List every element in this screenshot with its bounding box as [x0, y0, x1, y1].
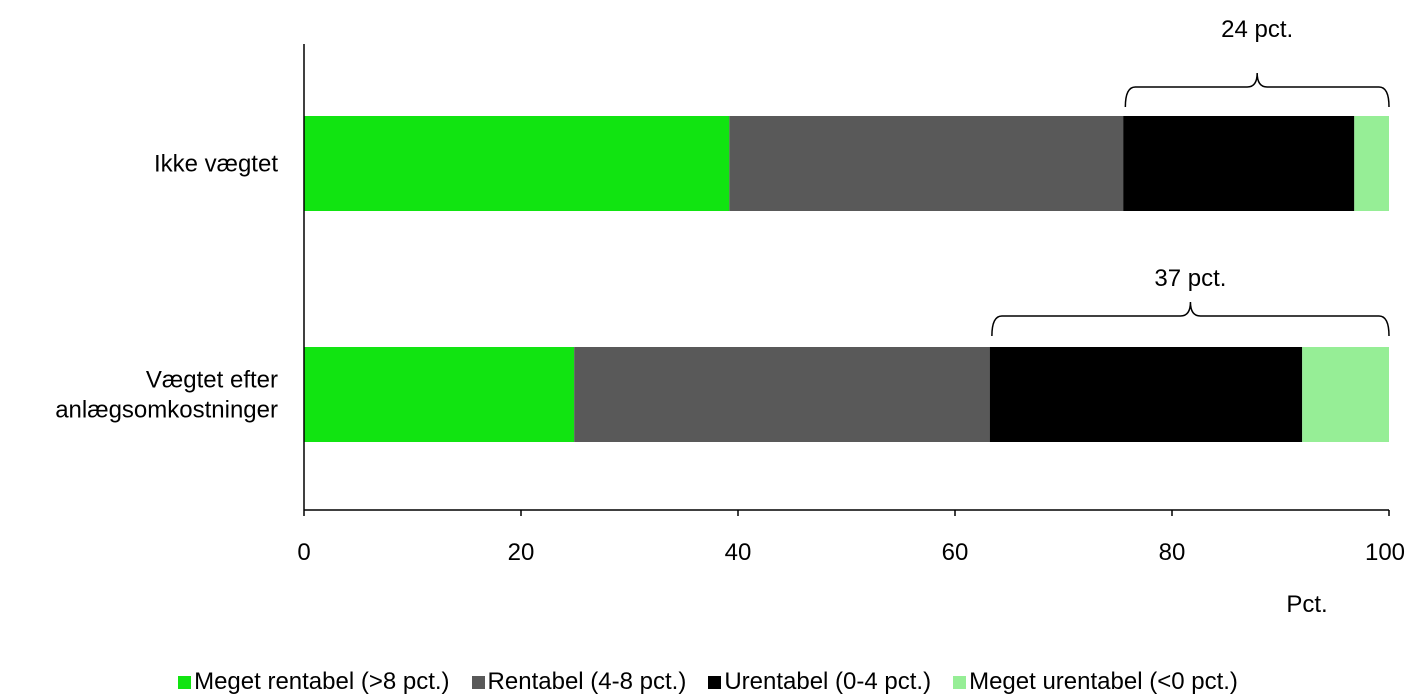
category-label-2: Vægtet efter anlægsomkostninger — [55, 367, 278, 424]
bar-segment-1-2 — [729, 116, 1124, 211]
legend-label-3: Urentabel (0-4 pct.) — [724, 668, 932, 695]
stacked-bar-chart: Ikke vægtet Vægtet efter anlægsomkostninge… — [55, 16, 1405, 618]
bar-segment-2-3 — [989, 347, 1303, 442]
legend-item-4: Meget urentabel (<0 pct.) — [953, 668, 1238, 696]
legend-label-1: Meget rentabel (>8 pct.) — [194, 668, 450, 695]
legend-swatch-4 — [953, 675, 967, 689]
legend-swatch-1 — [178, 675, 192, 689]
legend-swatch-3 — [708, 675, 722, 689]
legend-item-2: Rentabel (4-8 pct.) — [471, 668, 687, 696]
legend-swatch-2 — [471, 675, 485, 689]
bar-segment-2-2 — [574, 347, 990, 442]
bar-segment-2-1 — [304, 347, 575, 442]
x-tick-label-0: 0 — [297, 539, 310, 566]
category-label-1: Ikke vægtet — [154, 151, 278, 178]
legend-label-2: Rentabel (4-8 pct.) — [487, 668, 687, 695]
x-axis-label: Pct. — [1286, 591, 1327, 618]
x-tick-label-100: 100 — [1365, 539, 1405, 566]
bar-segment-2-4 — [1302, 347, 1389, 442]
x-tick-label-20: 20 — [508, 539, 535, 566]
bar-segment-1-1 — [304, 116, 730, 211]
x-tick-label-80: 80 — [1159, 539, 1186, 566]
x-tick-label-40: 40 — [725, 539, 752, 566]
bar-segment-1-4 — [1354, 116, 1389, 211]
annotation-label-1: 24 pct. — [1221, 16, 1293, 43]
annotation-label-2: 37 pct. — [1154, 265, 1226, 292]
bars-group — [304, 116, 1389, 442]
annotation-bracket-1 — [1124, 72, 1390, 108]
annotation-bracket-2 — [991, 301, 1390, 337]
axes-group: Ikke vægtet Vægtet efter anlægsomkostninge… — [55, 44, 1405, 618]
annotations-group: 24 pct. 37 pct. — [991, 16, 1390, 337]
legend: Meget rentabel (>8 pct.) Rentabel (4-8 pc… — [0, 668, 1416, 696]
legend-item-3: Urentabel (0-4 pct.) — [708, 668, 931, 696]
legend-label-4: Meget urentabel (<0 pct.) — [969, 668, 1238, 695]
legend-item-1: Meget rentabel (>8 pct.) — [178, 668, 450, 696]
bar-segment-1-3 — [1123, 116, 1355, 211]
x-tick-label-60: 60 — [942, 539, 969, 566]
